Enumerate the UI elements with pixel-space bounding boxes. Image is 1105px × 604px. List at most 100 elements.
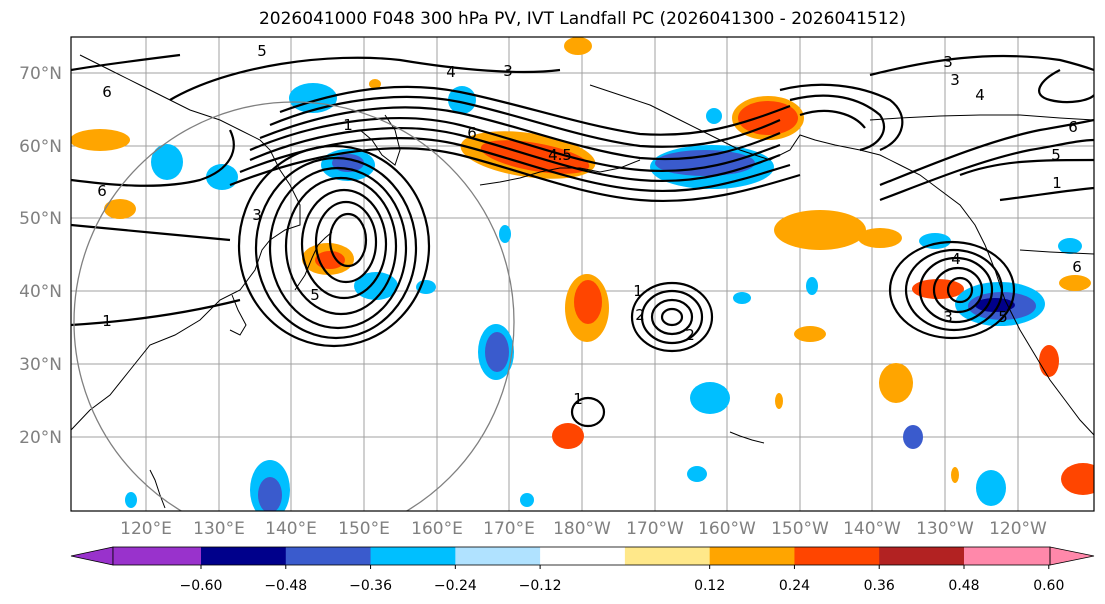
- contour-label: 6: [1072, 258, 1082, 276]
- colorbar-tick-label: 0.60: [1033, 578, 1064, 594]
- contour-label: 1: [102, 312, 112, 330]
- coast-hawaii: [729, 431, 765, 444]
- coastlines: [71, 54, 1094, 509]
- shade-blob-sub-tropical-8: [1039, 345, 1059, 377]
- lat-label: 70°N: [19, 64, 62, 84]
- map-frame: [70, 36, 1095, 512]
- shade-blob-116e-60n: [71, 129, 130, 151]
- shade-blob-sub-tropical-22: [706, 108, 722, 124]
- contour-label: 6: [467, 124, 477, 142]
- border-us: [1019, 249, 1094, 255]
- colorbar-tick-label: 0.12: [694, 578, 725, 594]
- shade-blob-160w-50n: [774, 210, 866, 250]
- shade-blob-125e-55n: [151, 144, 183, 180]
- contour-label: 6: [1068, 118, 1078, 136]
- ivt-shading: [71, 37, 1094, 511]
- colorbar-tick-label: −0.48: [264, 578, 307, 594]
- shade-blob-sub-tropical-14: [499, 225, 511, 243]
- contour-label: 3: [252, 206, 262, 224]
- colorbar-tick-label: 0.36: [864, 578, 895, 594]
- lon-label: 120°E: [120, 519, 172, 539]
- border-canada: [869, 114, 1094, 121]
- map-title: 2026041000 F048 300 hPa PV, IVT Landfall…: [258, 9, 906, 29]
- shade-blob-sub-tropical-3: [552, 423, 584, 449]
- contour-low-off-california: [888, 240, 1016, 340]
- shade-blob-168e-35n-core: [485, 332, 509, 372]
- contour-label: 3: [943, 53, 953, 71]
- shade-blob-sub-tropical-13: [1059, 275, 1091, 291]
- lat-label: 60°N: [19, 137, 62, 157]
- shade-blob-sub-tropical-12: [1058, 238, 1082, 254]
- contour-label: 5: [310, 286, 320, 304]
- shade-blob-sub-tropical-18: [125, 492, 137, 508]
- lon-label: 170°W: [626, 519, 684, 539]
- colorbar-segment: [624, 547, 711, 565]
- longitude-labels: 120°E 130°E 140°E 150°E 160°E 170°E 180°W 170°W…: [120, 519, 1047, 539]
- lon-label: 140°E: [265, 519, 317, 539]
- colorbar-tick-label: −0.36: [349, 578, 392, 594]
- shade-blob-176w-40n-core: [574, 280, 602, 324]
- colorbar-frame: [112, 546, 1051, 566]
- colorbar-tick-label: −0.24: [434, 578, 477, 594]
- lon-label: 130°E: [193, 519, 245, 539]
- coast-asia: [71, 54, 301, 431]
- shade-blob-130e-52n: [206, 164, 238, 190]
- shade-blob-sub-tropical-5: [903, 425, 923, 449]
- contour-label: 5: [257, 42, 267, 60]
- lon-label: 150°E: [338, 519, 390, 539]
- lon-label: 130°W: [916, 519, 974, 539]
- contour-label: 6: [97, 182, 107, 200]
- projection-circle: [73, 101, 515, 511]
- lat-label: 20°N: [19, 428, 62, 448]
- colorbar-tick-label: −0.60: [180, 578, 223, 594]
- contour-label: 1: [343, 116, 353, 134]
- lon-label: 150°W: [771, 519, 829, 539]
- colorbar-segment: [964, 547, 1050, 565]
- colorbar-segment: [201, 547, 287, 565]
- contour-label: 3: [950, 71, 960, 89]
- coast-japan: [294, 231, 333, 291]
- lat-label: 30°N: [19, 355, 62, 375]
- shade-blob-sub-tropical-6: [976, 470, 1006, 506]
- contour-label: 4: [446, 63, 456, 81]
- lon-label: 180°W: [553, 519, 611, 539]
- coast-philippines: [149, 469, 166, 509]
- shade-blob-sub-tropical-9: [687, 466, 707, 482]
- contour-label: 4: [975, 86, 985, 104]
- coast-aleutians: [479, 159, 641, 186]
- coast-alaska: [589, 84, 1094, 436]
- contour-label: 3: [503, 62, 513, 80]
- colorbar-segment: [540, 547, 626, 565]
- shade-blob-140e-65n: [289, 83, 337, 113]
- shade-blob-sub-tropical-17: [520, 493, 534, 507]
- colorbar-segment: [113, 547, 201, 565]
- lat-label: 40°N: [19, 282, 62, 302]
- shade-blob-sub-tropical-23: [369, 79, 381, 89]
- contour-label: 4.5: [548, 146, 572, 164]
- contour-low-northwest-pacific: [237, 144, 431, 348]
- colorbar-segment: [879, 547, 965, 565]
- shade-blob-sub-tropical-21: [806, 277, 818, 295]
- colorbar-segment: [285, 547, 372, 565]
- colorbar-tick-label: −0.12: [519, 578, 562, 594]
- contour-label: 5: [998, 308, 1008, 326]
- lon-label: 140°W: [843, 519, 901, 539]
- shade-blob-sub-tropical-19: [775, 393, 783, 409]
- shade-blob-sub-tropical-11: [564, 37, 592, 55]
- shade-blob-sub-tropical-20: [951, 467, 959, 483]
- lon-label: 120°W: [989, 519, 1047, 539]
- contour-label: 1: [1052, 174, 1062, 192]
- shade-blob-japan-core: [315, 251, 345, 269]
- contour-label: 3: [943, 308, 953, 326]
- colorbar-segment: [709, 547, 795, 565]
- coast-korea: [229, 294, 247, 336]
- lon-label: 160°W: [698, 519, 756, 539]
- shade-blob-gulf-alaska-core: [655, 150, 755, 176]
- contour-label: 4: [951, 250, 961, 268]
- colorbar-tick-label: 0.48: [948, 578, 979, 594]
- contour-label: 2: [685, 326, 695, 344]
- shade-blob-sub-tropical-7: [1061, 463, 1094, 495]
- shade-blob-sub-tropical-4: [794, 326, 826, 342]
